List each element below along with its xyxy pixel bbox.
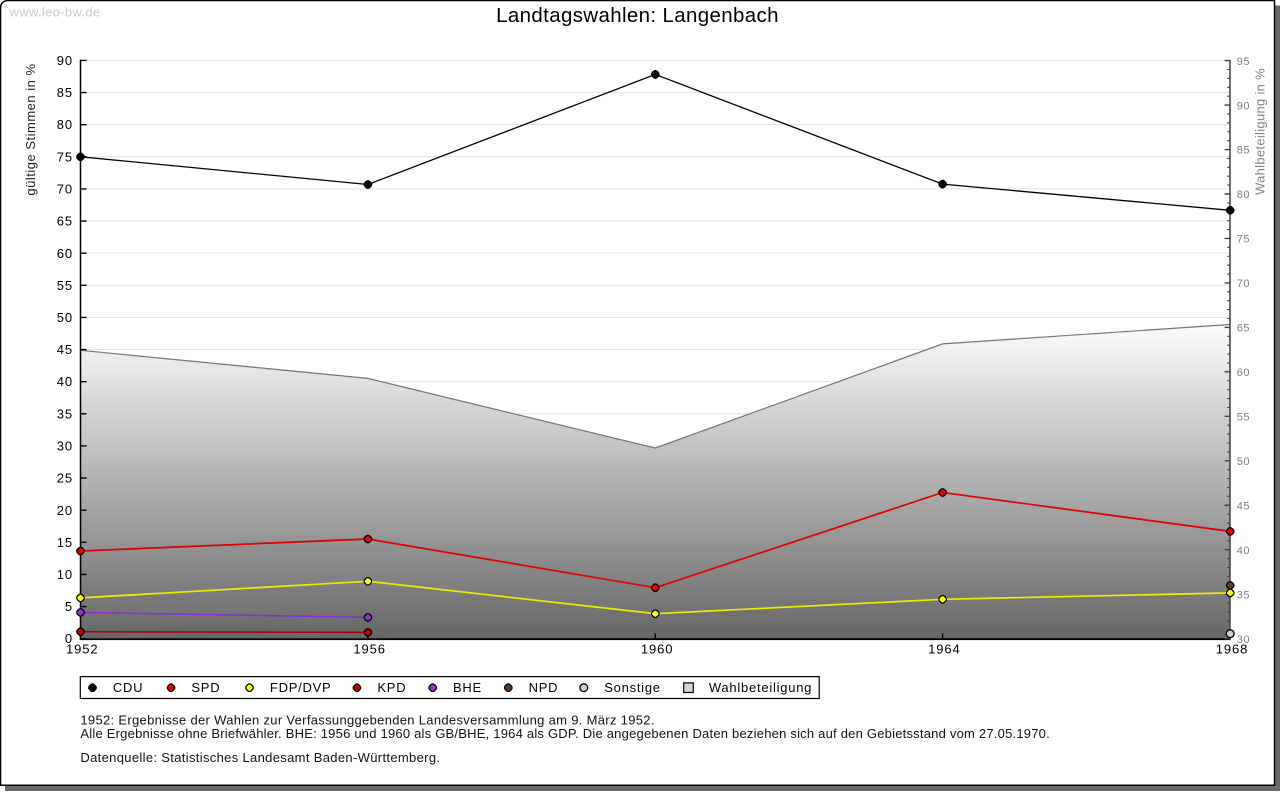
svg-text:SPD: SPD <box>191 680 220 695</box>
svg-text:CDU: CDU <box>113 680 143 695</box>
svg-text:50: 50 <box>57 310 73 325</box>
svg-text:Wahlbeteiligung: Wahlbeteiligung <box>709 680 812 695</box>
svg-text:1952: 1952 <box>66 642 99 657</box>
svg-text:50: 50 <box>1237 456 1250 468</box>
svg-text:55: 55 <box>57 278 73 293</box>
svg-text:30: 30 <box>1237 634 1250 646</box>
svg-text:10: 10 <box>57 567 73 582</box>
svg-text:1956: 1956 <box>353 642 386 657</box>
svg-text:FDP/DVP: FDP/DVP <box>270 680 332 695</box>
svg-text:70: 70 <box>57 182 73 197</box>
svg-text:90: 90 <box>57 53 73 68</box>
svg-text:25: 25 <box>57 471 73 486</box>
svg-text:60: 60 <box>57 246 73 261</box>
svg-text:55: 55 <box>1237 412 1250 424</box>
svg-text:35: 35 <box>57 406 73 421</box>
svg-text:15: 15 <box>57 535 73 550</box>
svg-text:Datenquelle: Statistisches Lan: Datenquelle: Statistisches Landesamt Bad… <box>80 750 440 765</box>
svg-text:NPD: NPD <box>529 680 559 695</box>
svg-text:5: 5 <box>65 599 73 614</box>
svg-text:www.leo-bw.de: www.leo-bw.de <box>9 4 101 19</box>
svg-text:0: 0 <box>65 631 73 646</box>
svg-text:Alle Ergebnisse ohne Briefwähl: Alle Ergebnisse ohne Briefwähler. BHE: 1… <box>80 726 1050 741</box>
svg-text:gültige Stimmen in %: gültige Stimmen in % <box>23 63 38 195</box>
svg-text:60: 60 <box>1237 367 1250 379</box>
svg-text:65: 65 <box>57 214 73 229</box>
svg-text:45: 45 <box>57 342 73 357</box>
svg-text:65: 65 <box>1237 323 1250 335</box>
svg-text:75: 75 <box>57 149 73 164</box>
svg-text:1960: 1960 <box>641 642 674 657</box>
svg-text:1968: 1968 <box>1216 642 1249 657</box>
svg-text:20: 20 <box>57 503 73 518</box>
svg-text:85: 85 <box>1237 145 1250 157</box>
svg-text:90: 90 <box>1237 100 1250 112</box>
svg-text:BHE: BHE <box>453 680 482 695</box>
svg-text:70: 70 <box>1237 278 1250 290</box>
svg-text:Wahlbeteiligung in %: Wahlbeteiligung in % <box>1252 68 1267 195</box>
svg-text:95: 95 <box>1237 56 1250 68</box>
svg-text:Sonstige: Sonstige <box>604 680 661 695</box>
svg-text:1964: 1964 <box>928 642 961 657</box>
svg-text:30: 30 <box>57 439 73 454</box>
svg-text:1952: Ergebnisse der Wahlen zu: 1952: Ergebnisse der Wahlen zur Verfassu… <box>80 713 654 728</box>
svg-text:75: 75 <box>1237 234 1250 246</box>
svg-text:80: 80 <box>1237 189 1250 201</box>
svg-text:45: 45 <box>1237 501 1250 513</box>
svg-text:KPD: KPD <box>377 680 406 695</box>
svg-text:Landtagswahlen: Langenbach: Landtagswahlen: Langenbach <box>496 4 779 27</box>
svg-text:40: 40 <box>57 374 73 389</box>
svg-text:35: 35 <box>1237 589 1250 601</box>
svg-text:80: 80 <box>57 117 73 132</box>
svg-text:40: 40 <box>1237 545 1250 557</box>
svg-text:85: 85 <box>57 85 73 100</box>
